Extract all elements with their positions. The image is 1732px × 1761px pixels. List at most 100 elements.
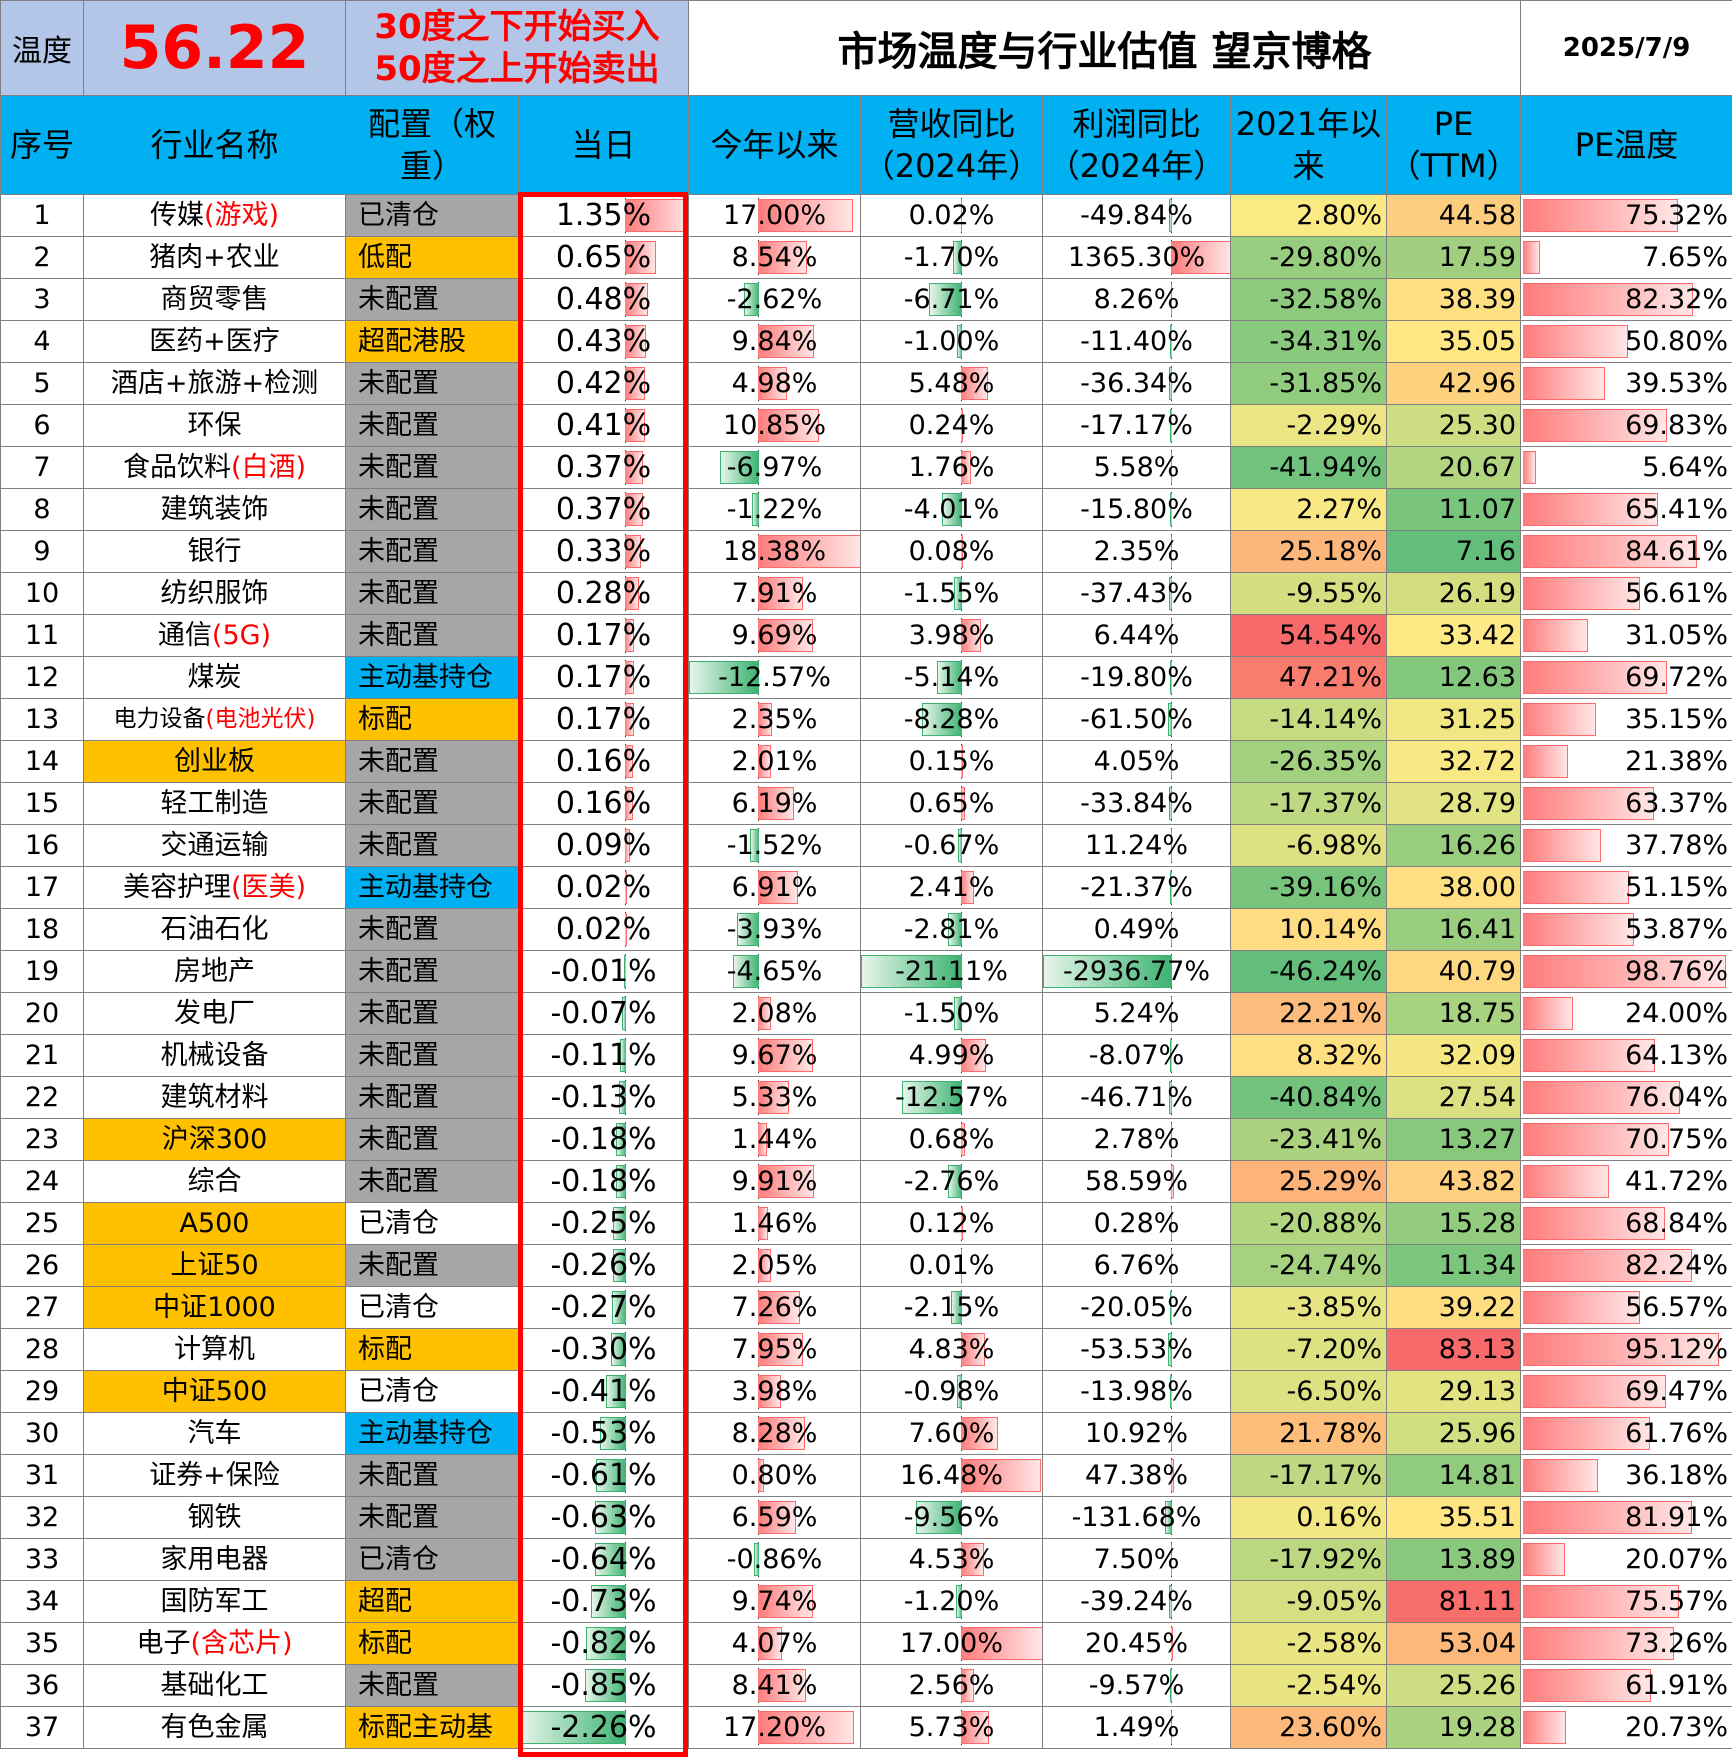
ytd-value: 6.19% [731, 788, 818, 819]
since-2021-cell: -32.58% [1230, 278, 1388, 321]
table-row: 15 轻工制造 未配置 0.16% 6.19% 0.65% -33.84% -17.37% 28… [0, 782, 1732, 825]
data-bar [901, 1081, 963, 1114]
row-number: 33 [0, 1538, 84, 1581]
table-row: 26 上证50 未配置 -0.26% 2.05% 0.01% 6.76% -24.74% 11.… [0, 1244, 1732, 1287]
data-bar [758, 619, 813, 652]
pe-temperature-bar [1523, 829, 1602, 862]
data-bar [758, 577, 804, 610]
data-bar [616, 1165, 626, 1198]
pe-temperature-value: 64.13% [1625, 1040, 1729, 1071]
table-row: 21 机械设备 未配置 -0.11% 9.67% 4.99% -8.07% 8.32% 32.0… [0, 1034, 1732, 1077]
data-bar [624, 535, 642, 568]
table-row: 1 传媒(游戏) 已清仓 1.35% 17.00% 0.02% -49.84% 2.80% 44… [0, 194, 1732, 237]
profit-value: 20.45% [1085, 1628, 1188, 1659]
pe-temperature-cell: 39.53% [1520, 362, 1732, 405]
since-2021-value: -34.31% [1269, 326, 1383, 357]
pe-temperature-cell: 50.80% [1520, 320, 1732, 363]
allocation: 未配置 [345, 404, 519, 447]
pe-ttm-cell: 17.59 [1386, 236, 1522, 279]
row-number: 31 [0, 1454, 84, 1497]
data-bar [599, 1417, 626, 1450]
ytd-value: -6.97% [726, 452, 823, 483]
allocation: 超配港股 [345, 320, 519, 363]
profit-value: -39.24% [1080, 1586, 1193, 1617]
day-value: -0.01% [550, 954, 657, 989]
table-row: 3 商贸零售 未配置 0.48% -2.62% -6.71% 8.26% -32.58% 38.… [0, 278, 1732, 321]
since-2021-value: 25.18% [1279, 536, 1383, 567]
ytd-value: -1.22% [726, 494, 823, 525]
pe-temperature-bar [1523, 661, 1667, 694]
ytd-value: 9.69% [731, 620, 818, 651]
pe-temperature-cell: 21.38% [1520, 740, 1732, 783]
ytd-cell: 0.80% [688, 1454, 862, 1497]
profit-value: 2.35% [1093, 536, 1180, 567]
ytd-cell: 7.95% [688, 1328, 862, 1371]
rev-value: -2.81% [903, 914, 1000, 945]
data-bar [586, 1627, 626, 1660]
data-bar [758, 703, 773, 736]
day-value: -0.18% [550, 1122, 657, 1157]
ytd-cell: 10.85% [688, 404, 862, 447]
data-bar [958, 829, 963, 862]
since-2021-cell: 25.18% [1230, 530, 1388, 573]
pe-temperature-cell: 95.12% [1520, 1328, 1732, 1371]
data-bar [961, 1123, 966, 1156]
pe-temperature-value: 63.37% [1625, 788, 1729, 819]
pe-temperature-bar [1523, 1207, 1665, 1240]
column-header-2: 配置（权重） [345, 95, 519, 195]
data-bar [1170, 1543, 1172, 1576]
rev-value: 17.00% [900, 1628, 1003, 1659]
profit-value: -36.34% [1080, 368, 1193, 399]
pe-temperature-cell: 69.83% [1520, 404, 1732, 447]
data-bar [596, 1459, 626, 1492]
allocation: 主动基持仓 [345, 656, 519, 699]
pe-ttm-cell: 11.34 [1386, 1244, 1522, 1287]
profit-value: 0.49% [1093, 914, 1180, 945]
ytd-cell: 2.01% [688, 740, 862, 783]
table-row: 30 汽车 主动基持仓 -0.53% 8.28% 7.60% 10.92% 21.78% 25.… [0, 1412, 1732, 1455]
pe-temperature-bar [1523, 283, 1693, 316]
row-number: 14 [0, 740, 84, 783]
pe-temperature-cell: 69.72% [1520, 656, 1732, 699]
data-bar [961, 1711, 990, 1744]
data-bar [1170, 1669, 1172, 1702]
pe-temperature-value: 56.61% [1625, 578, 1729, 609]
table-row: 14 创业板 未配置 0.16% 2.01% 0.15% 4.05% -26.35% 32.72… [0, 740, 1732, 783]
industry-name-text: 基础化工 [160, 1670, 269, 1701]
day-cell: -0.41% [517, 1370, 690, 1413]
rev-value: 0.08% [908, 536, 995, 567]
pe-temperature-cell: 56.57% [1520, 1286, 1732, 1329]
day-cell: 0.02% [517, 866, 690, 909]
rev-value: 0.01% [908, 1250, 995, 1281]
table-row: 22 建筑材料 未配置 -0.13% 5.33% -12.57% -46.71% -40.84… [0, 1076, 1732, 1119]
ytd-value: 5.33% [731, 1082, 818, 1113]
industry-name-text: 轻工制造 [160, 788, 269, 819]
ytd-cell: 8.28% [688, 1412, 862, 1455]
profit-cell: -15.80% [1042, 488, 1232, 531]
profit-value: 10.92% [1085, 1418, 1188, 1449]
pe-temperature-value: 31.05% [1625, 620, 1729, 651]
pe-ttm-cell: 83.13 [1386, 1328, 1522, 1371]
data-bar [624, 955, 626, 988]
data-bar [961, 1669, 975, 1702]
day-value: -0.85% [550, 1668, 657, 1703]
day-cell: 0.17% [517, 614, 690, 657]
data-bar [758, 325, 814, 358]
pe-ttm-cell: 32.72 [1386, 740, 1522, 783]
pe-temperature-value: 24.00% [1625, 998, 1729, 1029]
pe-ttm-value: 29.13 [1438, 1376, 1517, 1407]
table-row: 2 猪肉+农业 低配 0.65% 8.54% -1.70% 1365.30% -29.80% 1… [0, 236, 1732, 279]
since-2021-cell: 2.27% [1230, 488, 1388, 531]
pe-ttm-value: 28.79 [1438, 788, 1517, 819]
column-header-1: 行业名称 [83, 95, 346, 195]
ytd-cell: 4.98% [688, 362, 862, 405]
data-bar [624, 619, 634, 652]
allocation: 未配置 [345, 446, 519, 489]
industry-name-text: 钢铁 [187, 1502, 242, 1533]
pe-temperature-value: 98.76% [1625, 956, 1729, 987]
since-2021-value: -17.37% [1269, 788, 1383, 819]
pe-temperature-value: 7.65% [1642, 242, 1729, 273]
row-number: 19 [0, 950, 84, 993]
data-bar [1170, 1039, 1172, 1072]
data-bar [624, 409, 645, 442]
